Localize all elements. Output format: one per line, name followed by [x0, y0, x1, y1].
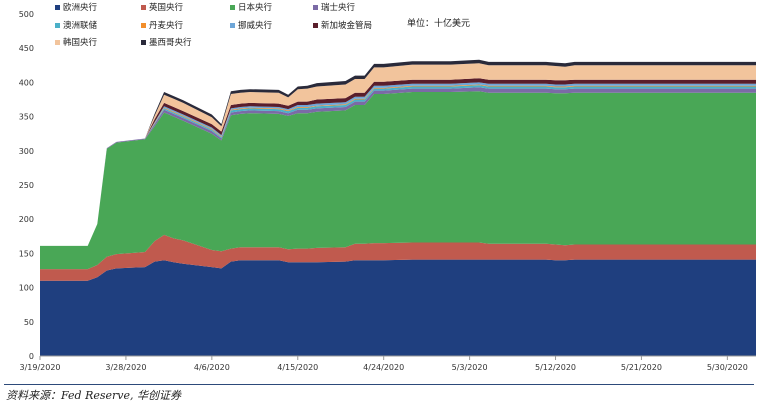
x-tick-label: 5/30/2020	[707, 363, 748, 372]
series-area-2	[40, 234, 756, 281]
y-tick-label: 400	[19, 78, 34, 87]
x-tick-label: 3/28/2020	[105, 363, 146, 372]
legend-label: 新加坡金管局	[321, 20, 372, 31]
x-tick-label: 5/21/2020	[621, 363, 662, 372]
legend-swatch	[55, 23, 60, 28]
y-tick-label: 200	[19, 215, 34, 224]
source-note: 资料来源：Fed Reserve, 华创证券	[6, 389, 182, 402]
x-tick-label: 4/6/2020	[194, 363, 230, 372]
stacked-area-chart: 0 50 100 150 200 250 300 350 400 450 500 3/19/2020…	[19, 2, 756, 372]
y-tick-label: 450	[19, 44, 34, 53]
legend-swatch	[313, 23, 318, 28]
unit-label: 单位：十亿美元	[407, 17, 470, 29]
y-tick-label: 300	[19, 147, 34, 156]
legend-swatch	[141, 5, 146, 10]
legend-swatch	[313, 5, 318, 10]
y-tick-label: 100	[19, 284, 34, 293]
legend-label: 韩国央行	[63, 37, 98, 48]
y-tick-label: 150	[19, 249, 34, 258]
x-tick-label: 3/19/2020	[19, 363, 60, 372]
series-areas	[40, 59, 756, 356]
legend-swatch	[55, 5, 60, 10]
x-axis: 3/19/2020 3/28/2020 4/6/2020 4/15/2020 4/24/…	[19, 356, 748, 372]
legend-label: 澳洲联储	[63, 20, 98, 31]
legend-label: 墨西哥央行	[149, 37, 192, 48]
y-tick-label: 500	[19, 10, 34, 19]
series-area-1	[40, 259, 756, 356]
legend-label: 欧洲央行	[63, 2, 98, 13]
legend-swatch	[141, 23, 146, 28]
series-area-3	[40, 91, 756, 270]
legend-swatch	[141, 40, 146, 45]
x-tick-label: 4/24/2020	[363, 363, 404, 372]
y-tick-label: 250	[19, 181, 34, 190]
legend-label: 丹麦央行	[149, 20, 184, 31]
y-axis: 0 50 100 150 200 250 300 350 400 450 500	[19, 10, 34, 361]
legend-label: 挪威央行	[238, 20, 273, 31]
legend-label: 瑞士央行	[321, 2, 356, 13]
y-tick-label: 0	[29, 352, 34, 361]
legend-label: 日本央行	[238, 2, 273, 13]
x-tick-label: 5/3/2020	[452, 363, 488, 372]
x-tick-label: 5/12/2020	[535, 363, 576, 372]
y-tick-label: 350	[19, 113, 34, 122]
legend-swatch	[230, 23, 235, 28]
legend-label: 英国央行	[149, 2, 184, 13]
legend-swatch	[55, 40, 60, 45]
y-tick-label: 50	[24, 318, 34, 327]
x-tick-label: 4/15/2020	[277, 363, 318, 372]
legend-swatch	[230, 5, 235, 10]
footer-divider	[4, 384, 754, 385]
